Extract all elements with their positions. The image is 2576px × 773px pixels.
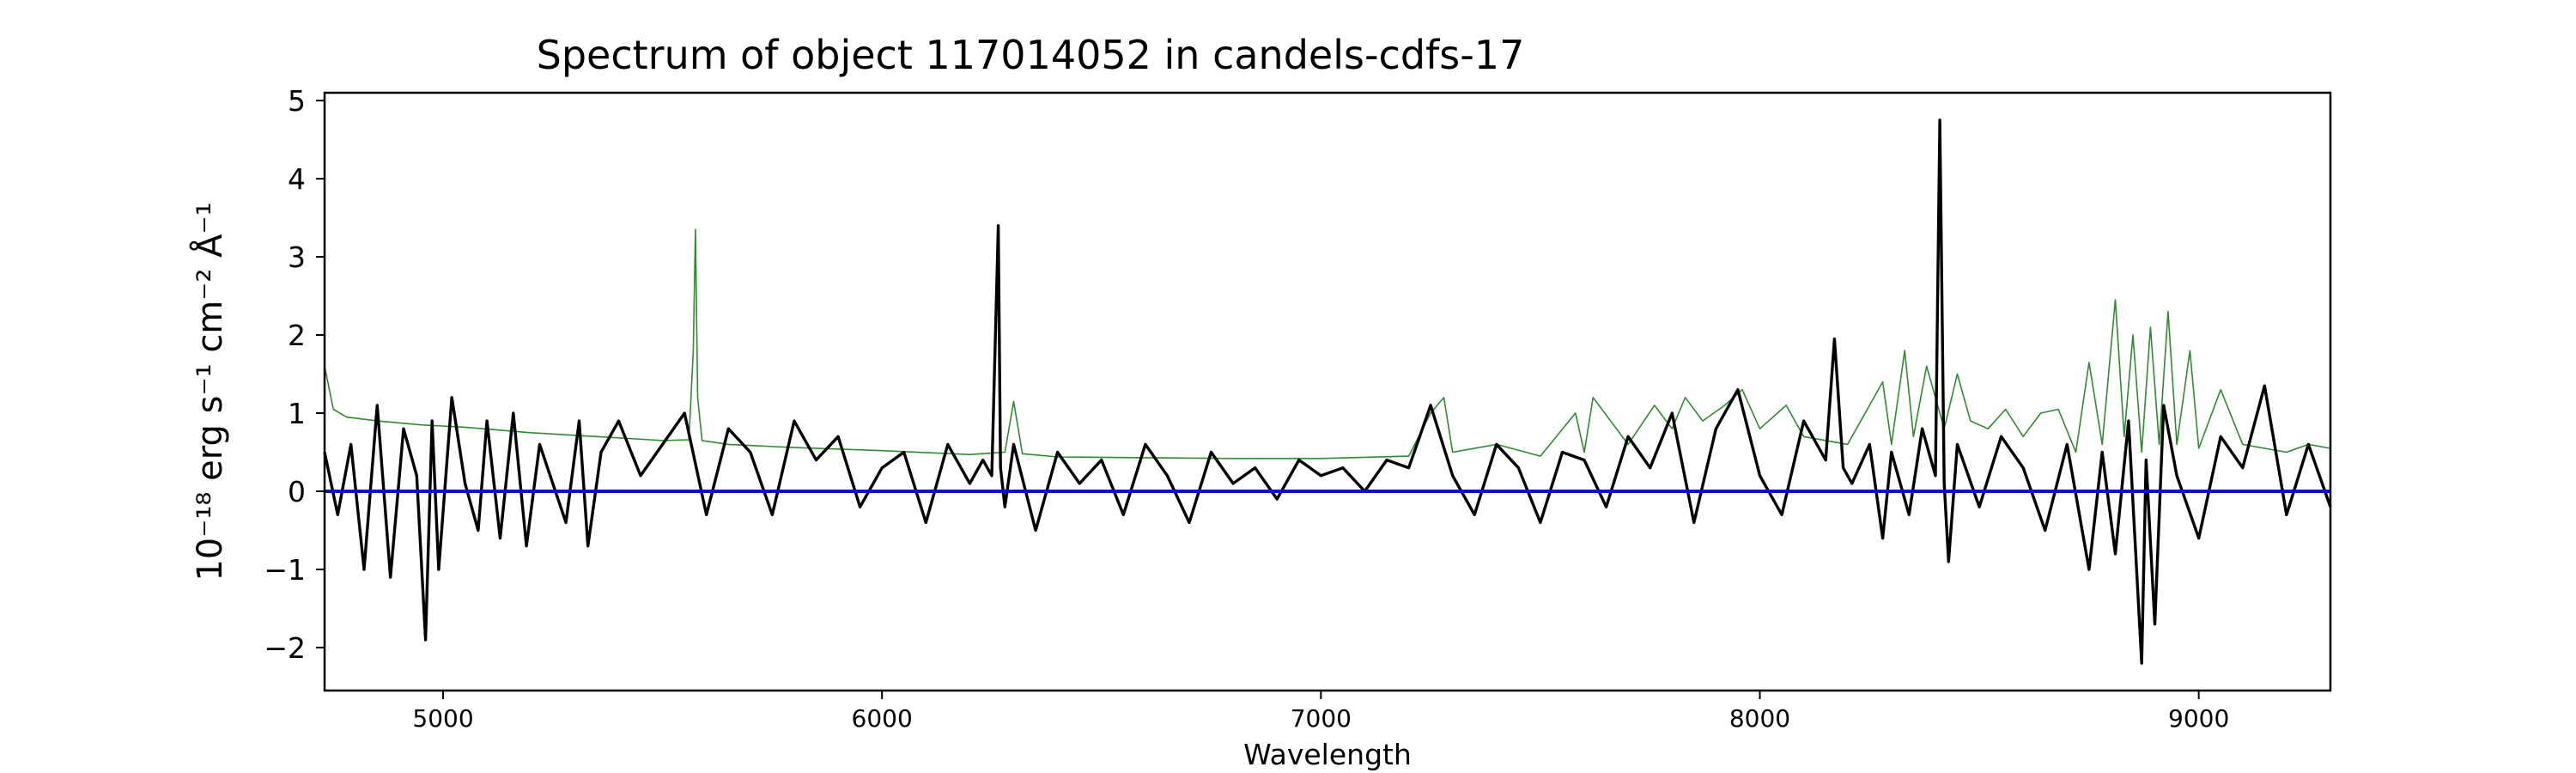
y-axis-label: 10⁻¹⁸ erg s⁻¹ cm⁻² Å⁻¹ (189, 202, 230, 581)
y-tick-label: 5 (288, 84, 306, 118)
x-tick-label: 5000 (412, 704, 473, 733)
y-tick-label: 4 (288, 162, 306, 196)
x-tick-label: 8000 (1729, 704, 1790, 733)
chart-title: Spectrum of object 117014052 in candels-… (537, 32, 1525, 78)
plot-frame (323, 91, 2332, 692)
y-tick-label: 2 (288, 319, 306, 352)
series-line-flux (323, 119, 2332, 665)
x-tick-label: 9000 (2168, 704, 2229, 733)
x-axis: 5000 6000 7000 8000 9000 (412, 691, 2229, 733)
y-axis: −2 −1 0 1 2 3 4 5 (264, 84, 325, 665)
x-axis-label: Wavelength (1243, 738, 1412, 771)
series-line-error (324, 228, 2331, 460)
x-tick-label: 6000 (852, 704, 913, 733)
y-tick-label: 3 (288, 240, 306, 274)
x-tick-label: 7000 (1291, 704, 1352, 733)
y-tick-label: 1 (288, 397, 306, 430)
y-tick-label: −2 (264, 631, 306, 665)
y-tick-label: −1 (264, 553, 306, 587)
y-tick-label: 0 (288, 475, 306, 508)
plot-area (323, 119, 2332, 665)
